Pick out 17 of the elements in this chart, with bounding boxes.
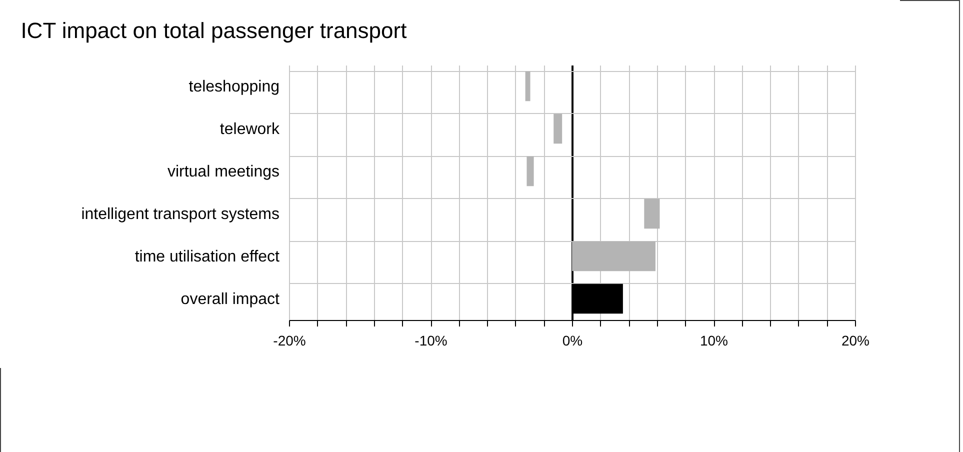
bar <box>572 241 656 272</box>
x-tick-label: -10% <box>414 332 448 348</box>
bar <box>526 156 534 186</box>
y-tick-label: teleshopping <box>188 78 280 96</box>
y-tick-label: overall impact <box>180 290 280 308</box>
chart-title: ICT impact on total passenger transport <box>20 18 407 43</box>
x-tick-label: 0% <box>562 332 583 348</box>
bar <box>644 198 660 229</box>
x-tick-label: 10% <box>700 332 728 348</box>
y-tick-label: intelligent transport systems <box>81 206 280 223</box>
bar <box>554 114 562 144</box>
y-tick-label: virtual meetings <box>167 163 280 180</box>
x-tick-label: -20% <box>273 332 306 348</box>
x-tick-label: 20% <box>841 332 870 348</box>
y-tick-label: telework <box>220 120 280 138</box>
bar <box>525 71 530 102</box>
y-tick-label: time utilisation effect <box>134 248 280 266</box>
